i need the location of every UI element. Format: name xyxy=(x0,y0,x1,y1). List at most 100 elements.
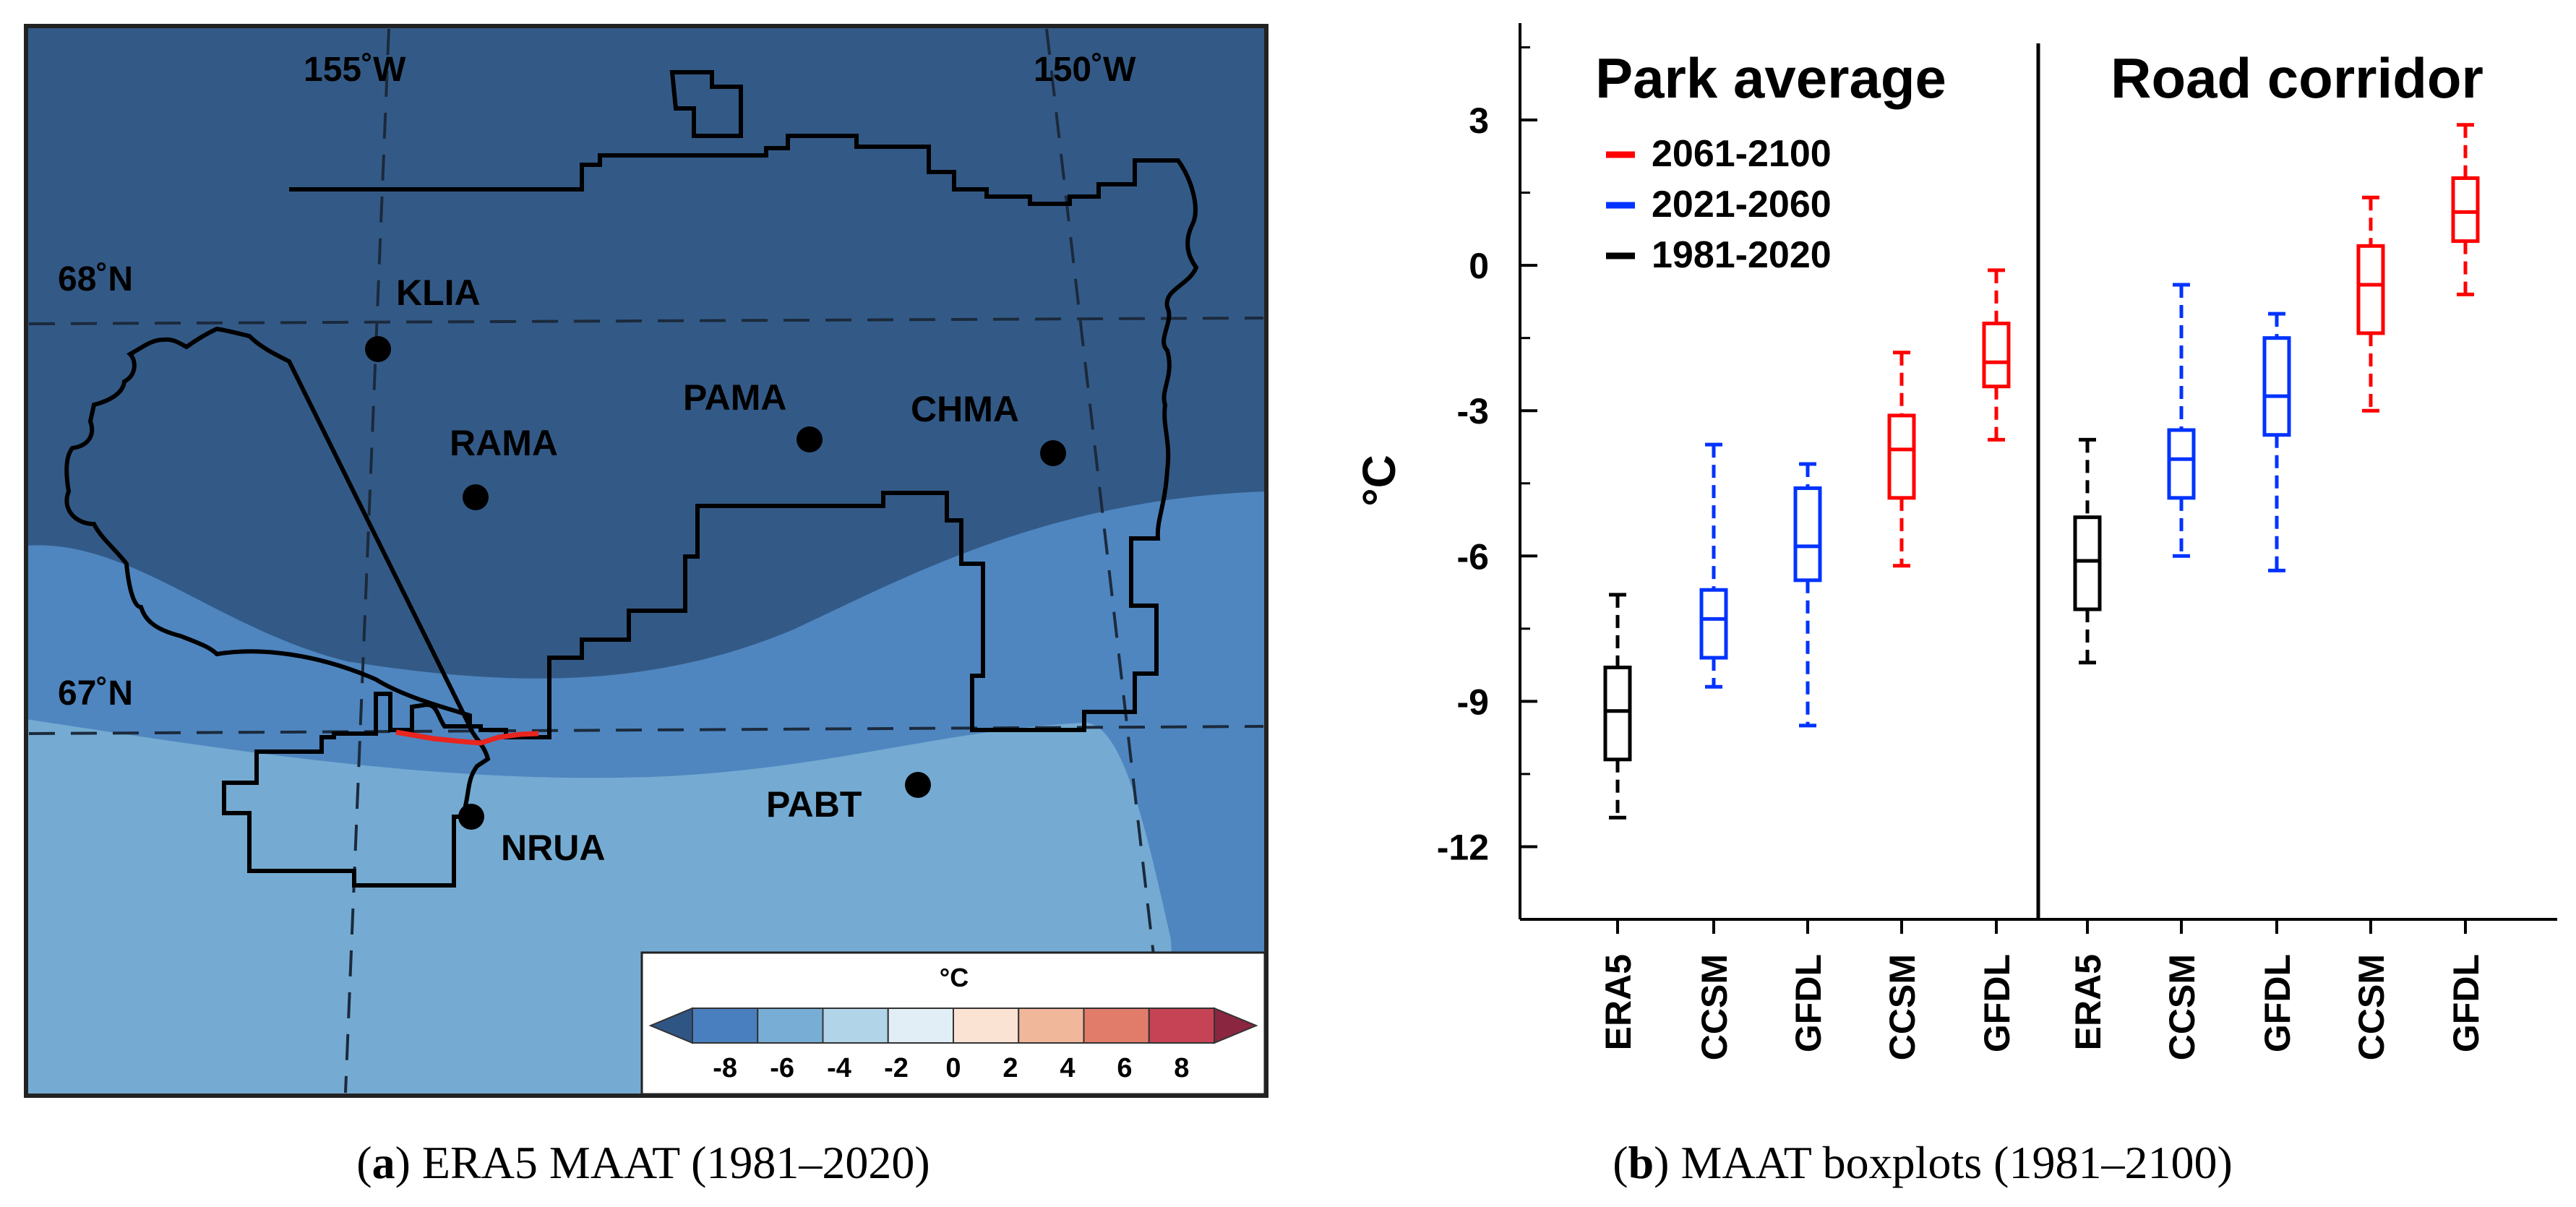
lon-label: 150˚W xyxy=(1034,51,1136,89)
colorbar-tick-label: -6 xyxy=(770,1053,794,1083)
box-gfdl xyxy=(2451,123,2480,296)
map-caption-letter: a xyxy=(372,1137,395,1188)
colorbar-cell xyxy=(692,1008,759,1044)
x-tick-label: CCSM xyxy=(2162,954,2202,1060)
x-tick-label: ERA5 xyxy=(2068,954,2108,1050)
graticule xyxy=(28,28,1264,1094)
y-tick-label: -6 xyxy=(1457,536,1489,577)
y-tick-label: 3 xyxy=(1469,100,1489,141)
colorbar: °C -8 -6 -4 -2 0 2 4 6 8 xyxy=(640,951,1266,1096)
lat-label: 68˚N xyxy=(58,260,133,298)
legend: 2061-2100 2021-2060 1981-2020 xyxy=(1606,133,1832,276)
legend-label: 1981-2020 xyxy=(1652,234,1832,276)
colorbar-tick-label: -2 xyxy=(884,1053,909,1083)
y-tick-label: -9 xyxy=(1457,682,1489,722)
site-chma-dot xyxy=(1040,440,1066,466)
colorbar-cell xyxy=(1148,1008,1215,1044)
site-nrua-dot xyxy=(458,804,484,830)
x-tick-label: GFDL xyxy=(1977,954,2017,1052)
site-klia-dot xyxy=(365,336,391,362)
colorbar-tick-label: -8 xyxy=(713,1053,737,1083)
colorbar-cell xyxy=(953,1008,1020,1044)
colorbar-arrow-high xyxy=(1214,1007,1258,1044)
colorbar-tick-label: 0 xyxy=(945,1053,961,1083)
colorbar-unit: °C xyxy=(940,963,969,992)
box-ccsm xyxy=(1699,442,1728,689)
site-label: PABT xyxy=(766,784,862,825)
x-tick-label: GFDL xyxy=(2257,954,2298,1052)
colorbar-cell xyxy=(1083,1008,1150,1044)
y-tick-label: 0 xyxy=(1469,246,1489,286)
boxplot-caption-text: MAAT boxplots (1981–2100) xyxy=(1669,1137,2232,1188)
box-iqr xyxy=(1793,486,1822,583)
site-labels: KLIA RAMA PAMA CHMA NRUA PABT xyxy=(396,272,1019,868)
x-tick-label: GFDL xyxy=(2446,954,2486,1052)
lon-label: 155˚W xyxy=(304,51,406,89)
lat-label: 67˚N xyxy=(58,674,133,713)
x-tick-label: CCSM xyxy=(1882,954,1923,1060)
panel-title-park: Park average xyxy=(1595,46,1946,110)
colorbar-ticks: -8 -6 -4 -2 0 2 4 6 8 xyxy=(713,1053,1189,1083)
graticule-labels: 155˚W 150˚W 68˚N 67˚N xyxy=(58,51,1136,713)
x-tick-label: CCSM xyxy=(1694,954,1735,1060)
box-iqr xyxy=(1699,588,1728,660)
colorbar-tick-label: 4 xyxy=(1060,1053,1075,1083)
box-iqr xyxy=(2073,515,2102,611)
box-iqr xyxy=(2167,428,2196,500)
legend-label: 2021-2060 xyxy=(1652,184,1832,225)
x-tick-label: CCSM xyxy=(2351,954,2392,1060)
site-markers xyxy=(365,336,1066,830)
box-iqr xyxy=(1887,413,1916,500)
box-iqr xyxy=(2262,336,2291,437)
site-label: PAMA xyxy=(683,377,787,418)
site-label: RAMA xyxy=(450,423,558,463)
boxplot-caption: (b) MAAT boxplots (1981–2100) xyxy=(1613,1137,2233,1188)
site-label: CHMA xyxy=(911,389,1019,429)
y-axis-label: °C xyxy=(1353,455,1405,507)
park-boundary-notch xyxy=(669,70,743,138)
colorbar-cell xyxy=(887,1008,954,1044)
colorbar-tick-label: 8 xyxy=(1174,1053,1189,1083)
box-gfdl xyxy=(2262,312,2291,572)
road-corridor-line xyxy=(395,729,539,746)
park-boundary xyxy=(64,134,1199,888)
x-tick-label: GFDL xyxy=(1788,954,1829,1052)
colorbar-cell xyxy=(822,1008,889,1044)
colorbar-tick-label: -4 xyxy=(827,1053,851,1083)
map-panel: KLIA RAMA PAMA CHMA NRUA PABT 155˚W 150˚… xyxy=(24,24,1268,1188)
map-caption: (a) ERA5 MAAT (1981–2020) xyxy=(356,1137,929,1188)
box-gfdl xyxy=(1793,462,1822,728)
x-tick-label: ERA5 xyxy=(1598,954,1639,1050)
site-pama-dot xyxy=(797,426,823,452)
box-ccsm xyxy=(1887,351,1916,568)
site-label: KLIA xyxy=(396,272,481,313)
legend-label: 2061-2100 xyxy=(1652,133,1832,175)
map-caption-text: ERA5 MAAT (1981–2020) xyxy=(411,1137,930,1188)
box-ccsm xyxy=(2167,283,2196,558)
box-iqr xyxy=(1603,665,1632,762)
boxes xyxy=(1603,123,2480,820)
box-era5 xyxy=(1603,593,1632,820)
colorbar-cell xyxy=(1018,1008,1085,1044)
boxplot-caption-letter: b xyxy=(1628,1137,1654,1188)
boxplot-panel: °C 3 0 -3 -6 -9 -12 ERA5 CCSM GFDL CCSM GFDL ERA5 C… xyxy=(1353,23,2557,1188)
box-ccsm xyxy=(2356,195,2385,413)
site-rama-dot xyxy=(463,484,489,510)
colorbar-cells xyxy=(648,1007,1258,1044)
map-frame xyxy=(24,24,1268,1098)
panel-title-road: Road corridor xyxy=(2111,46,2483,110)
colorbar-cell xyxy=(757,1008,824,1044)
box-iqr xyxy=(2356,244,2385,335)
box-iqr xyxy=(2451,176,2480,244)
box-iqr xyxy=(1982,322,2011,389)
x-ticks: ERA5 CCSM GFDL CCSM GFDL ERA5 CCSM GFDL CCSM GFDL xyxy=(1598,919,2486,1060)
colorbar-tick-label: 2 xyxy=(1003,1053,1018,1083)
colorbar-tick-label: 6 xyxy=(1117,1053,1132,1083)
box-gfdl xyxy=(1982,268,2011,442)
y-tick-label: -3 xyxy=(1457,391,1489,431)
box-era5 xyxy=(2073,437,2102,665)
y-tick-label: -12 xyxy=(1437,827,1489,867)
y-ticks: 3 0 -3 -6 -9 -12 xyxy=(1437,46,1537,921)
site-pabt-dot xyxy=(905,772,931,798)
